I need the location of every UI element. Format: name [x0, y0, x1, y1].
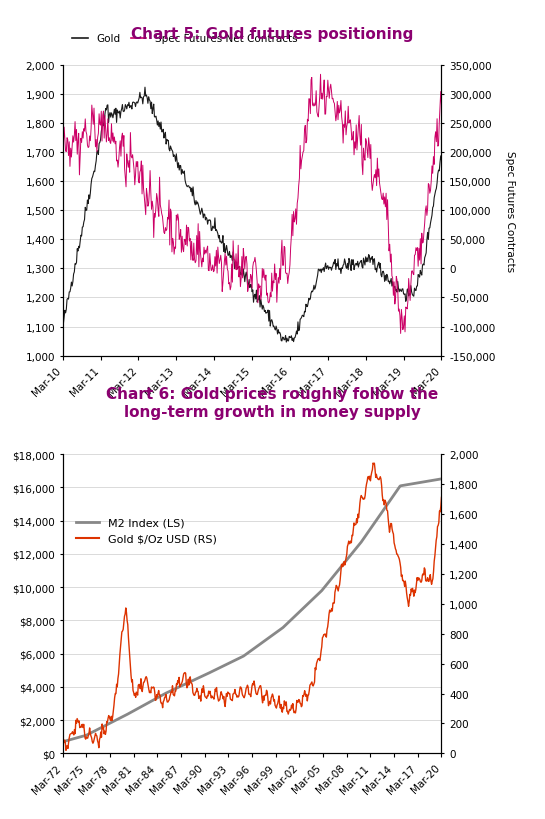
Text: Chart 5: Gold futures positioning: Chart 5: Gold futures positioning: [131, 27, 414, 42]
Legend: Gold, Spec Futures Net Contracts: Gold, Spec Futures Net Contracts: [68, 30, 301, 48]
Y-axis label: Spec Futures Contracts: Spec Futures Contracts: [505, 151, 515, 271]
Legend: M2 Index (LS), Gold $/Oz USD (RS): M2 Index (LS), Gold $/Oz USD (RS): [72, 514, 221, 548]
Text: Chart 6: Gold prices roughly follow the
long-term growth in money supply: Chart 6: Gold prices roughly follow the …: [106, 387, 439, 419]
